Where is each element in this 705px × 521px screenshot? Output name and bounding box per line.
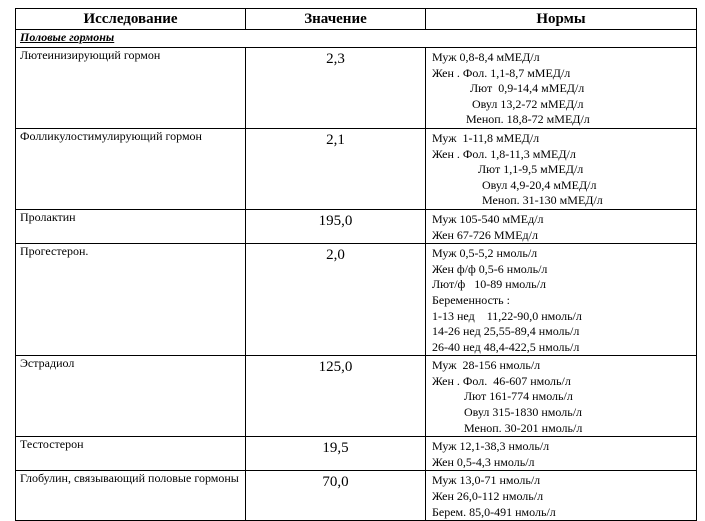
table-row: Эстрадиол 125,0 Муж 28-156 нмоль/л Жен . Фо… [15, 355, 697, 438]
test-name: Фолликулостимулирующий гормон [15, 127, 246, 210]
test-value: 70,0 [245, 470, 426, 521]
test-value: 2,1 [245, 127, 426, 210]
norms-cell: Муж 0,5-5,2 нмоль/л Жен ф/ф 0,5-6 нмоль/л… [425, 243, 697, 357]
norm-line: Муж 13,0-71 нмоль/л [432, 473, 541, 488]
norm-line: Муж 12,1-38,3 нмоль/л [432, 439, 550, 454]
test-name: Прогестерон. [15, 243, 246, 357]
norms-cell: Муж 28-156 нмоль/л Жен . Фол. 46-607 нмол… [425, 355, 697, 438]
norm-line: Муж 0,5-5,2 нмоль/л [432, 246, 538, 261]
norm-line: Овул 4,9-20,4 мМЕД/л [482, 177, 597, 192]
norms-cell: Муж 0,8-8,4 мМЕД/л Жен . Фол. 1,1-8,7 мМЕ… [425, 47, 697, 129]
lab-table: Исследование Значение Нормы Половые горм… [15, 8, 697, 521]
table-row: Глобулин, связывающий половые гормоны 70,… [15, 470, 697, 521]
norm-line: Жен 0,5-4,3 нмоль/л [432, 454, 535, 469]
table-row: Лютеинизирующий гормон 2,3 Муж 0,8-8,4 мМЕ… [15, 47, 697, 129]
norm-line: Муж 28-156 нмоль/л [432, 358, 541, 373]
norm-line: Беременность : [432, 292, 510, 307]
norm-line: Жен 67-726 ММЕд/л [432, 227, 538, 242]
table-row: Прогестерон. 2,0 Муж 0,5-5,2 нмоль/л Жен ф/… [15, 243, 697, 357]
norm-line: Овул 13,2-72 мМЕД/л [472, 96, 584, 111]
norms-cell: Муж 12,1-38,3 нмоль/л Жен 0,5-4,3 нмоль/л [425, 436, 697, 472]
norm-line: Лют 161-774 нмоль/л [464, 389, 573, 404]
norm-line: Лют 1,1-9,5 мМЕД/л [478, 162, 584, 177]
norm-line: Жен ф/ф 0,5-6 нмоль/л [432, 261, 548, 276]
test-value: 125,0 [245, 355, 426, 438]
norm-line: Меноп. 31-130 мМЕД/л [482, 193, 603, 208]
header-cell: Исследование [15, 8, 246, 30]
norms-cell: Муж 13,0-71 нмоль/л Жен 26,0-112 нмоль/л Б… [425, 470, 697, 521]
norm-line: 1-13 нед 11,22-90,0 нмоль/л [432, 308, 582, 323]
test-value: 2,0 [245, 243, 426, 357]
norm-line: 14-26 нед 25,55-89,4 нмоль/л [432, 324, 580, 339]
header-cell: Значение [245, 8, 426, 30]
table-row: Тестостерон 19,5 Муж 12,1-38,3 нмоль/л Жен … [15, 436, 697, 472]
norms-cell: Муж 105-540 мМЕд/л Жен 67-726 ММЕд/л [425, 208, 697, 245]
test-name: Глобулин, связывающий половые гормоны [15, 470, 246, 521]
norm-line: Жен . Фол. 1,1-8,7 мМЕД/л [432, 65, 571, 80]
norm-line: Жен . Фол. 1,8-11,3 мМЕД/л [432, 146, 576, 161]
test-value: 195,0 [245, 208, 426, 245]
section-title: Половые гормоны [15, 29, 697, 48]
test-value: 2,3 [245, 47, 426, 129]
test-value: 19,5 [245, 436, 426, 472]
table-row: Фолликулостимулирующий гормон 2,1 Муж 1-11… [15, 127, 697, 210]
test-name: Лютеинизирующий гормон [15, 47, 246, 129]
table-row: Пролактин 195,0 Муж 105-540 мМЕд/л Жен 67-7… [15, 208, 697, 245]
norm-line: Муж 0,8-8,4 мМЕД/л [432, 50, 540, 64]
norm-line: Муж 105-540 мМЕд/л [432, 211, 544, 226]
test-name: Эстрадиол [15, 355, 246, 438]
norms-cell: Муж 1-11,8 мМЕД/л Жен . Фол. 1,8-11,3 мМЕ… [425, 127, 697, 210]
norm-line: 26-40 нед 48,4-422,5 нмоль/л [432, 339, 580, 354]
header-cell: Нормы [425, 8, 697, 30]
norm-line: Лют/ф 10-89 нмоль/л [432, 277, 546, 292]
norm-line: Муж 1-11,8 мМЕД/л [432, 130, 540, 145]
norm-line: Овул 315-1830 нмоль/л [464, 405, 583, 420]
norm-line: Лют 0,9-14,4 мМЕД/л [470, 81, 585, 96]
test-name: Пролактин [15, 208, 246, 245]
norm-line: Меноп. 18,8-72 мМЕД/л [466, 112, 590, 127]
norm-line: Жен . Фол. 46-607 нмоль/л [432, 373, 571, 388]
test-name: Тестостерон [15, 436, 246, 472]
page: Исследование Значение Нормы Половые горм… [15, 8, 697, 521]
norm-line: Берем. 85,0-491 нмоль/л [432, 504, 556, 519]
norm-line: Меноп. 30-201 нмоль/л [464, 420, 583, 435]
norm-line: Жен 26,0-112 нмоль/л [432, 489, 544, 504]
